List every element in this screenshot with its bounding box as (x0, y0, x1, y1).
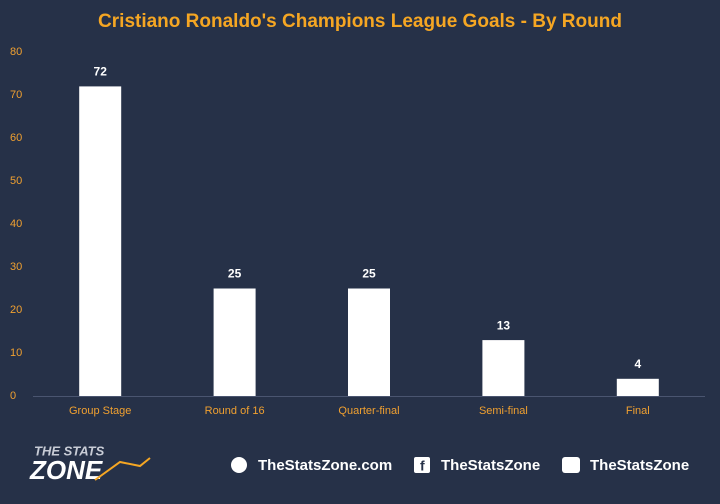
x-tick-label: Quarter-final (338, 405, 399, 417)
logo-top: THE STATS (34, 443, 105, 458)
data-label: 13 (497, 318, 511, 332)
y-tick-label: 60 (10, 132, 22, 144)
data-label: 4 (634, 357, 641, 371)
x-tick-label: Semi-final (479, 405, 528, 417)
y-tick-label: 80 (10, 46, 22, 58)
y-tick-label: 0 (10, 390, 16, 402)
facebook-icon (414, 457, 430, 473)
bar (482, 340, 525, 396)
y-tick-label: 20 (10, 304, 22, 316)
logo-swoosh (94, 457, 151, 481)
y-tick-label: 30 (10, 261, 22, 273)
x-tick-label: Final (626, 405, 650, 417)
y-tick-label: 10 (10, 347, 22, 359)
facebook-f: f (420, 458, 425, 474)
twitter-icon (562, 457, 580, 473)
bar (213, 288, 256, 396)
facebook[interactable]: TheStatsZone (441, 457, 540, 474)
x-tick-label: Group Stage (69, 405, 131, 417)
twitter[interactable]: TheStatsZone (590, 457, 689, 474)
bar (616, 378, 659, 396)
logo-bottom: ZONE (29, 455, 103, 485)
bar (79, 86, 122, 397)
data-label: 25 (228, 267, 242, 281)
logo: THE STATS ZONE (29, 443, 151, 485)
chart-title: Cristiano Ronaldo's Champions League Goa… (98, 11, 622, 32)
x-tick-label: Round of 16 (205, 405, 265, 417)
y-tick-label: 40 (10, 218, 22, 230)
y-tick-label: 70 (10, 89, 22, 101)
globe-icon (231, 457, 247, 473)
website[interactable]: TheStatsZone.com (258, 457, 392, 474)
data-label: 25 (362, 267, 376, 281)
data-label: 72 (94, 65, 108, 79)
y-tick-label: 50 (10, 175, 22, 187)
bar (348, 288, 390, 396)
